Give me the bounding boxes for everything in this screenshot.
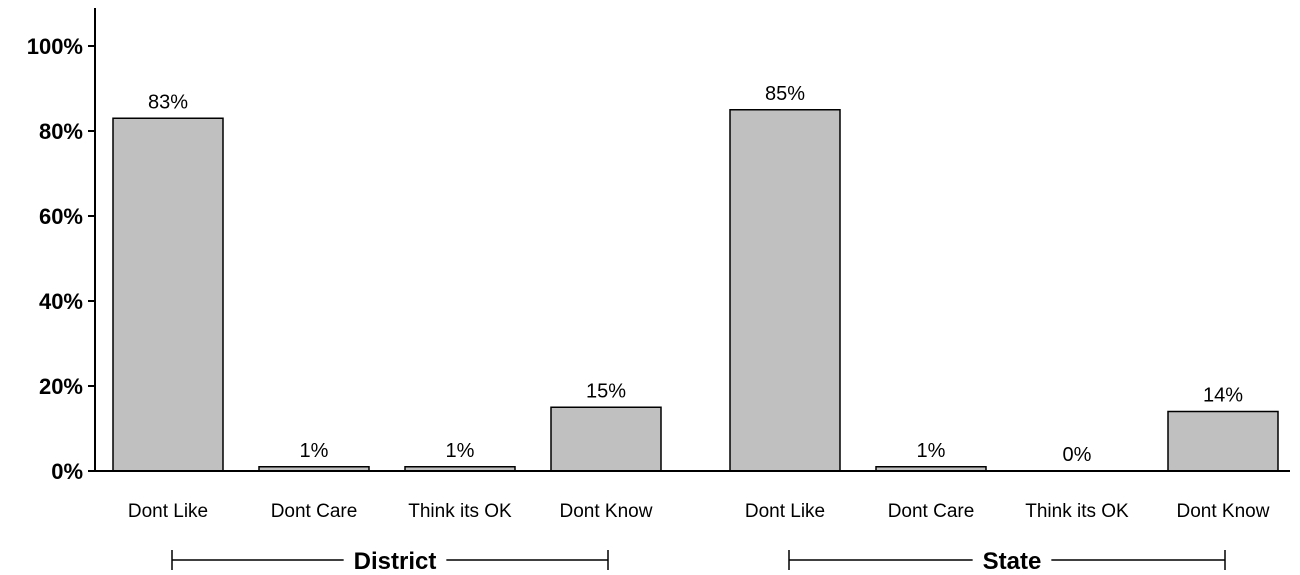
bars xyxy=(112,109,1279,472)
data-labels: 83% 1% 1% 15% 85% 1% 0% 14% xyxy=(148,83,1243,466)
data-label: 0% xyxy=(1063,444,1092,466)
y-axis: 0% 20% 40% 60% 80% 100% xyxy=(27,8,96,484)
data-label: 14% xyxy=(1203,385,1243,407)
y-tick-label: 40% xyxy=(39,289,83,314)
data-label: 83% xyxy=(148,91,188,113)
y-tick-label: 20% xyxy=(39,374,83,399)
x-category-label: Dont Care xyxy=(888,501,975,522)
data-label: 85% xyxy=(765,83,805,105)
x-category-label: Think its OK xyxy=(1025,501,1129,522)
data-label: 1% xyxy=(300,440,329,462)
y-tick-label: 100% xyxy=(27,34,83,59)
x-category-label: Think its OK xyxy=(408,501,512,522)
bar xyxy=(1167,410,1279,472)
bar xyxy=(729,109,841,472)
x-axis: Dont Like Dont Care Think its OK Dont Know D… xyxy=(95,470,1290,522)
bar xyxy=(112,117,224,472)
x-category-label: Dont Know xyxy=(560,501,653,522)
x-category-label: Dont Know xyxy=(1177,501,1270,522)
y-tick-label: 0% xyxy=(51,459,83,484)
group-brackets: District State xyxy=(171,548,1226,575)
data-label: 1% xyxy=(446,440,475,462)
x-category-label: Dont Like xyxy=(128,501,208,522)
x-category-label: Dont Care xyxy=(271,501,358,522)
y-tick-label: 80% xyxy=(39,119,83,144)
y-tick-label: 60% xyxy=(39,204,83,229)
data-label: 15% xyxy=(586,380,626,402)
x-category-label: Dont Like xyxy=(745,501,825,522)
group-label: State xyxy=(983,548,1042,575)
group-label: District xyxy=(354,548,437,575)
data-label: 1% xyxy=(917,440,946,462)
bar xyxy=(550,406,662,472)
